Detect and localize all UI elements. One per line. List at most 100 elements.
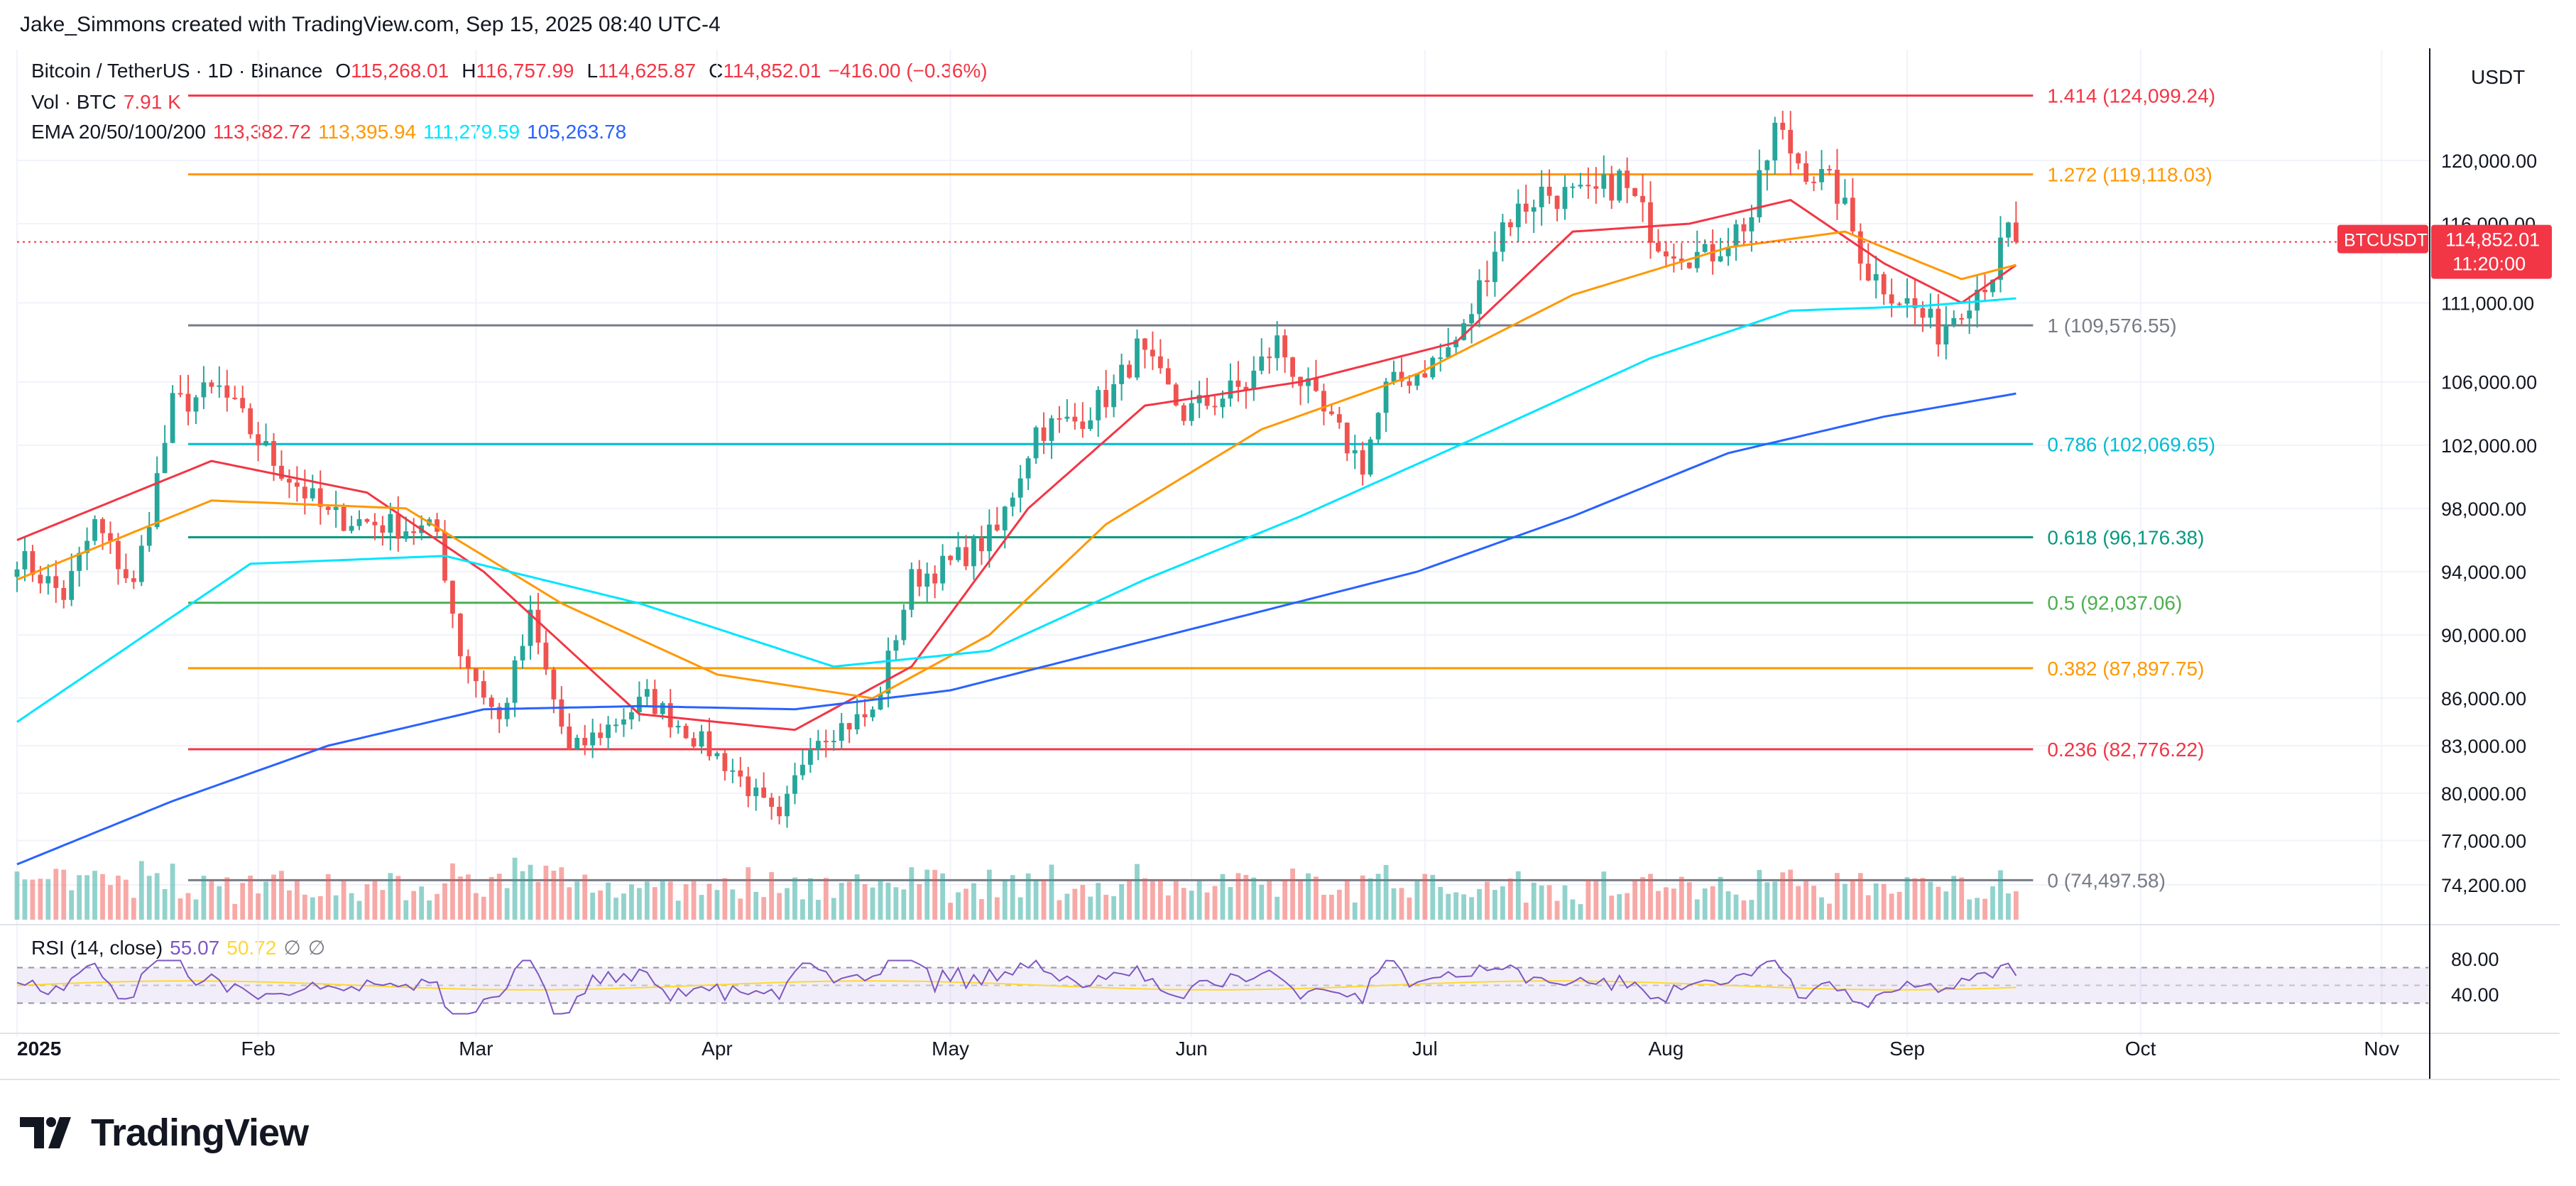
candle-body xyxy=(629,712,634,720)
volume-bar xyxy=(1275,896,1280,920)
volume-bar xyxy=(294,880,300,920)
candle-body xyxy=(683,725,689,739)
volume-bar xyxy=(785,888,790,920)
ohlc-open: O115,268.01 xyxy=(335,60,449,82)
volume-bar xyxy=(1951,876,1957,920)
volume-bar xyxy=(1399,888,1404,920)
candle-body xyxy=(738,770,743,777)
volume-bar xyxy=(1088,896,1093,920)
volume-bar xyxy=(1578,904,1583,920)
candle-body xyxy=(979,537,984,552)
candle-body xyxy=(1360,450,1365,475)
fib-label-0.236: 0.236 (82,776.22) xyxy=(2047,739,2204,761)
volume-bar xyxy=(1788,869,1794,920)
volume-bar xyxy=(535,881,541,920)
candle-body xyxy=(1072,416,1078,422)
volume-bar xyxy=(1562,885,1568,920)
candle-body xyxy=(660,703,665,714)
candle-body xyxy=(1702,244,1708,252)
volume-legend[interactable]: Vol · BTC 7.91 K xyxy=(31,91,181,114)
volume-bar xyxy=(1896,891,1902,920)
volume-bar xyxy=(1710,886,1715,920)
volume-bar xyxy=(22,879,28,920)
candle-body xyxy=(1586,185,1591,187)
candle-body xyxy=(971,537,976,567)
volume-bar xyxy=(862,883,868,920)
volume-bar xyxy=(1539,885,1544,920)
rsi-legend[interactable]: RSI (14, close) 55.07 50.72 ∅ ∅ xyxy=(31,936,325,959)
candle-body xyxy=(1352,450,1358,454)
candle-body xyxy=(777,807,782,817)
volume-bar xyxy=(1881,883,1887,920)
candle-body xyxy=(1640,195,1645,202)
candle-body xyxy=(1500,222,1505,252)
price-chart[interactable]: 80.00 40.00 1.414 (124,099.24) 1.272 (119,1… xyxy=(0,0,2576,1094)
volume-bar xyxy=(948,903,953,920)
volume-bar xyxy=(559,867,564,920)
candle-body xyxy=(349,526,354,531)
volume-bar xyxy=(1570,899,1576,920)
volume-bar xyxy=(1041,880,1047,920)
ema-legend[interactable]: EMA 20/50/100/200 113,382.72 113,395.94 … xyxy=(31,121,626,143)
candle-body xyxy=(714,753,720,756)
candle-body xyxy=(1593,186,1599,189)
candle-body xyxy=(909,569,915,610)
symbol-title[interactable]: Bitcoin / TetherUS · 1D · Binance xyxy=(31,60,323,82)
volume-bar xyxy=(1648,874,1653,920)
volume-bar xyxy=(1819,897,1824,920)
candle-body xyxy=(1165,368,1171,385)
candle-body xyxy=(217,385,222,387)
volume-bar xyxy=(839,883,844,920)
candle-body xyxy=(388,513,393,533)
volume-label: Vol · BTC xyxy=(31,91,116,113)
candle-body xyxy=(964,547,968,567)
volume-bar xyxy=(84,875,89,920)
candle-body xyxy=(380,525,386,533)
volume-bar xyxy=(1033,880,1039,920)
volume-bar xyxy=(14,871,20,920)
volume-bar xyxy=(450,863,455,920)
volume-bar xyxy=(1694,899,1700,920)
candle-body xyxy=(1041,427,1047,441)
candle-body xyxy=(722,753,728,771)
candle-body xyxy=(1025,458,1031,479)
fib-label-0.382: 0.382 (87,897.75) xyxy=(2047,658,2204,680)
fib-label-0.5: 0.5 (92,037.06) xyxy=(2047,592,2182,614)
volume-bar xyxy=(1251,877,1257,920)
volume-bar xyxy=(1796,886,1801,920)
volume-bar xyxy=(1485,881,1490,920)
volume-bar xyxy=(1842,883,1848,920)
volume-bar xyxy=(256,893,261,920)
volume-bar xyxy=(1507,878,1513,920)
candle-body xyxy=(1135,338,1140,378)
candle-body xyxy=(1865,263,1871,281)
volume-bar xyxy=(38,878,43,920)
candle-body xyxy=(170,393,175,443)
candle-body xyxy=(574,737,580,749)
tradingview-logo[interactable]: TradingView xyxy=(20,1111,309,1155)
candle-body xyxy=(1881,274,1887,295)
rsi-empty-2: ∅ xyxy=(307,937,326,959)
candle-body xyxy=(1189,403,1194,421)
candle-body xyxy=(1578,185,1583,187)
candle-body xyxy=(1267,357,1272,359)
candle-body xyxy=(948,555,953,560)
candle-body xyxy=(924,573,930,587)
candle-body xyxy=(30,551,36,575)
volume-bar xyxy=(1975,898,1980,920)
volume-bar xyxy=(1780,872,1786,920)
candle-body xyxy=(753,787,759,797)
candle-body xyxy=(1990,279,1995,293)
volume-bar xyxy=(691,881,697,920)
volume-bar xyxy=(1212,886,1218,920)
price-tick: 120,000.00 xyxy=(2441,151,2537,172)
candle-body xyxy=(1889,294,1894,304)
symbol-legend[interactable]: Bitcoin / TetherUS · 1D · Binance O115,2… xyxy=(31,60,988,82)
candle-body xyxy=(1757,170,1762,217)
candle-body xyxy=(1819,168,1824,183)
candle-body xyxy=(473,668,479,682)
candle-body xyxy=(123,569,129,579)
volume-bar xyxy=(629,884,634,920)
candles xyxy=(14,110,2019,828)
volume-bar xyxy=(77,875,82,920)
